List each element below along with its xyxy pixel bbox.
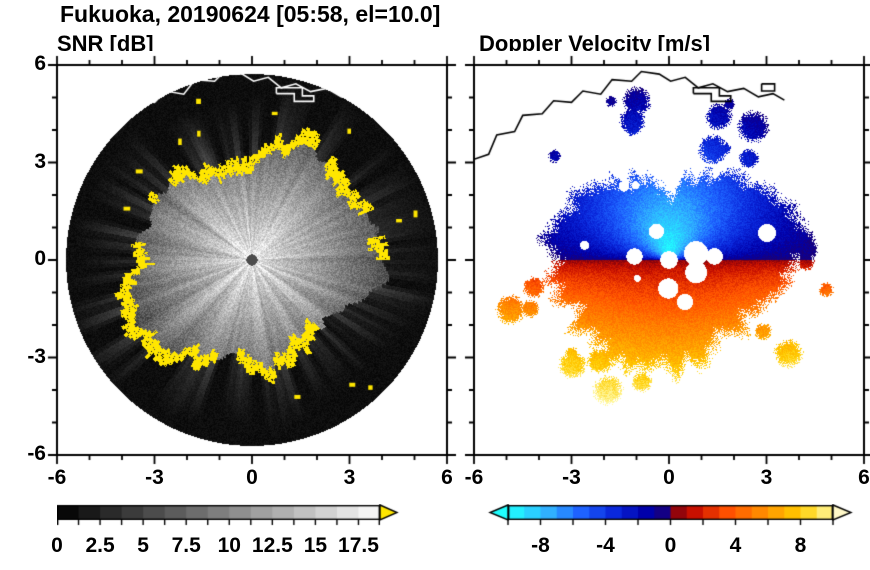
doppler-colorbar-tick-label: 8	[794, 534, 807, 557]
snr-y-tick-label: 3	[34, 149, 46, 173]
snr-colorbar-tick-label: 12.5	[251, 534, 293, 557]
figure-title: Fukuoka, 20190624 [05:58, el=10.0]	[60, 1, 441, 27]
doppler-colorbar-tick-label: -8	[531, 534, 550, 557]
snr-x-tick-label: 0	[246, 466, 258, 489]
doppler-x-tick-label: 3	[760, 466, 773, 489]
snr-y-tick-label: 6	[34, 52, 46, 75]
snr-colorbar-tick-label: 7.5	[171, 534, 201, 557]
snr-y-tick-label: 0	[34, 247, 46, 270]
doppler-ppi-plot	[460, 51, 870, 469]
snr-colorbar-tick-label: 10	[217, 534, 241, 557]
snr-x-tick-label: 6	[441, 466, 453, 489]
snr-y-tick-label: -6	[27, 442, 46, 465]
snr-x-tick-label: -3	[145, 466, 164, 489]
snr-colorbar-tick-label: 15	[303, 534, 328, 557]
doppler-x-tick-label: 6	[858, 466, 870, 489]
doppler-x-tick-label: -3	[562, 466, 581, 489]
snr-colorbar-tick-label: 2.5	[85, 534, 115, 557]
snr-x-tick-label: 3	[343, 466, 356, 489]
doppler-colorbar	[486, 504, 854, 528]
snr-x-tick-label: -6	[47, 466, 67, 489]
snr-colorbar-tick-label: 17.5	[338, 534, 379, 557]
doppler-colorbar-tick-label: 0	[664, 534, 677, 557]
doppler-x-tick-label: -6	[464, 466, 484, 489]
doppler-colorbar-tick-label: -4	[596, 534, 615, 557]
snr-y-tick-label: -3	[27, 344, 46, 368]
snr-colorbar-tick-label: 0	[51, 534, 63, 557]
doppler-colorbar-tick-label: 4	[729, 534, 742, 557]
snr-colorbar-tick-label: 5	[137, 534, 149, 557]
snr-ppi-plot	[43, 51, 461, 469]
snr-colorbar	[57, 504, 403, 528]
doppler-x-tick-label: 0	[663, 466, 675, 489]
